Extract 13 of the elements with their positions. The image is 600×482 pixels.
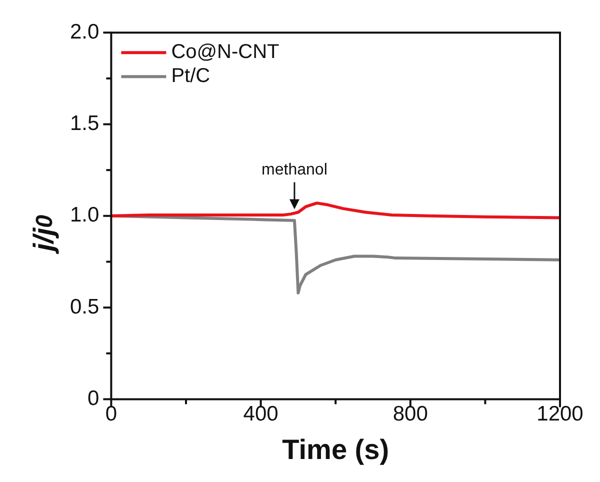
legend-label: Co@N-CNT xyxy=(171,41,280,64)
y-tick-label: 1.5 xyxy=(70,112,100,136)
x-tick-label: 0 xyxy=(105,402,118,426)
x-axis-title: Time (s) xyxy=(282,434,390,465)
text: 1.0 xyxy=(70,204,100,227)
y-tick-label: 0.5 xyxy=(70,295,100,318)
legend-label: Pt/C xyxy=(171,65,210,88)
y-tick-label: 0 xyxy=(88,386,100,410)
x-tick-label: 400 xyxy=(243,402,278,426)
annotation: methanol xyxy=(262,162,328,179)
x-tick-label: 800 xyxy=(392,402,428,426)
x-tick-label: 1200 xyxy=(536,402,584,426)
text: 2.0 xyxy=(70,20,100,44)
